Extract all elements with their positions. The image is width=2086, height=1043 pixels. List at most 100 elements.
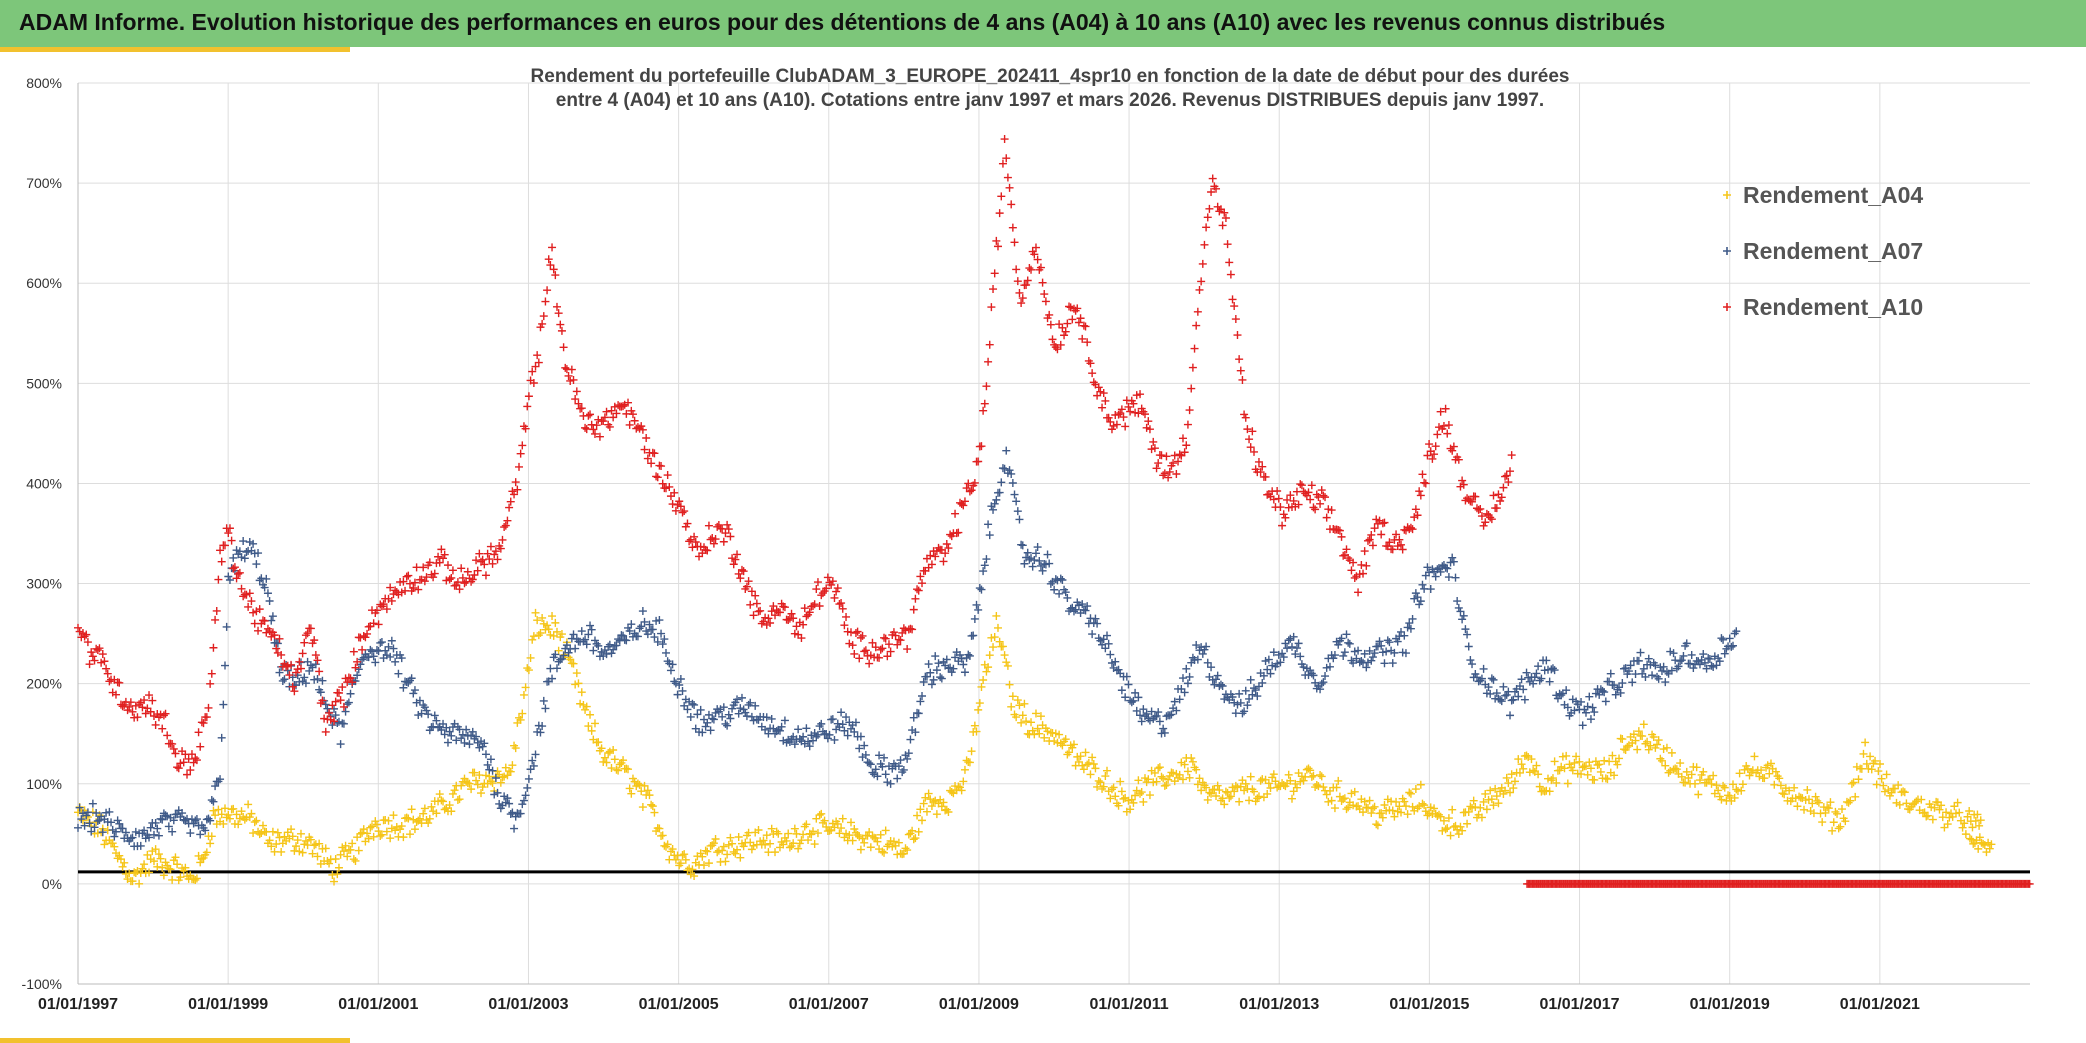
data-point — [1129, 798, 1138, 807]
data-point — [1583, 702, 1592, 711]
data-point — [977, 585, 986, 594]
data-point — [843, 731, 852, 740]
data-point — [974, 457, 983, 466]
data-point — [1330, 804, 1339, 813]
data-point — [384, 642, 393, 651]
data-point — [420, 804, 429, 813]
data-point — [1296, 480, 1305, 489]
x-tick-label: 01/01/2011 — [1089, 996, 1168, 1013]
data-point — [1872, 780, 1881, 789]
data-point — [272, 644, 281, 653]
data-point — [1441, 563, 1450, 572]
data-point — [1586, 715, 1595, 724]
data-point — [265, 597, 274, 606]
data-point — [960, 668, 969, 677]
data-point — [581, 635, 590, 644]
data-point — [830, 593, 839, 602]
data-point — [1297, 481, 1306, 490]
data-point — [1418, 470, 1427, 479]
data-point — [216, 775, 225, 784]
data-point — [1894, 781, 1903, 790]
data-point — [1131, 791, 1140, 800]
data-point — [1654, 736, 1663, 745]
data-point — [980, 399, 989, 408]
data-point — [158, 863, 167, 872]
data-point — [552, 664, 561, 673]
data-point — [1829, 818, 1838, 827]
data-point — [799, 732, 808, 741]
data-point — [987, 303, 996, 312]
data-point — [1309, 771, 1318, 780]
data-point — [346, 689, 355, 698]
legend-item-rendement_a04[interactable]: Rendement_A04 — [1723, 182, 1923, 208]
data-point — [1433, 430, 1442, 439]
data-point — [1469, 796, 1478, 805]
data-point — [548, 612, 557, 621]
data-point — [937, 674, 946, 683]
data-point — [1165, 711, 1174, 720]
data-point — [607, 649, 616, 658]
data-point — [1560, 764, 1569, 773]
data-point — [812, 732, 821, 741]
y-tick-label: 400% — [26, 475, 62, 491]
x-tick-label: 01/01/2017 — [1539, 996, 1619, 1013]
data-point — [992, 236, 1001, 245]
data-point — [1185, 672, 1194, 681]
data-point — [110, 842, 119, 851]
data-point — [1676, 759, 1685, 768]
legend[interactable]: Rendement_A04 Rendement_A07 Rendement_A10 — [1723, 182, 1923, 320]
data-point — [531, 750, 540, 759]
data-point — [1420, 478, 1429, 487]
data-point — [1033, 543, 1042, 552]
data-point — [1241, 686, 1250, 695]
data-point — [919, 678, 928, 687]
data-point — [1307, 772, 1316, 781]
data-point — [1405, 619, 1414, 628]
data-point — [1213, 671, 1222, 680]
data-point — [1615, 754, 1624, 763]
x-tick-label: 01/01/2021 — [1840, 996, 1920, 1013]
data-point — [1900, 788, 1909, 797]
data-point — [1269, 648, 1278, 657]
data-point — [1368, 804, 1377, 813]
data-point — [657, 629, 666, 638]
data-point — [635, 624, 644, 633]
data-point — [926, 668, 935, 677]
data-point — [1636, 648, 1645, 657]
data-point — [1378, 813, 1387, 822]
data-point — [678, 851, 687, 860]
data-point — [809, 827, 818, 836]
data-point — [1213, 781, 1222, 790]
data-point — [1367, 809, 1376, 818]
data-point — [287, 825, 296, 834]
data-point — [569, 630, 578, 639]
data-point — [683, 866, 692, 875]
data-point — [480, 739, 489, 748]
data-point — [1426, 585, 1435, 594]
legend-item-rendement_a10[interactable]: Rendement_A10 — [1723, 294, 1923, 320]
data-point — [1608, 751, 1617, 760]
data-point — [1020, 699, 1029, 708]
data-point — [1477, 674, 1486, 683]
data-point — [164, 822, 173, 831]
data-point — [1063, 593, 1072, 602]
data-point — [505, 799, 514, 808]
data-point — [478, 783, 487, 792]
data-point — [1517, 760, 1526, 769]
data-point — [1479, 664, 1488, 673]
data-point — [1874, 767, 1883, 776]
data-point — [1183, 767, 1192, 776]
data-point — [1960, 819, 1969, 828]
data-point — [1286, 776, 1295, 785]
data-point — [533, 616, 542, 625]
data-point — [1867, 765, 1876, 774]
data-point — [538, 613, 547, 622]
data-point — [237, 807, 246, 816]
data-point — [419, 809, 428, 818]
legend-item-rendement_a07[interactable]: Rendement_A07 — [1723, 238, 1923, 264]
data-point — [529, 632, 538, 641]
data-point — [331, 855, 340, 864]
data-point — [709, 715, 718, 724]
data-point — [473, 780, 482, 789]
data-point — [1552, 778, 1561, 787]
